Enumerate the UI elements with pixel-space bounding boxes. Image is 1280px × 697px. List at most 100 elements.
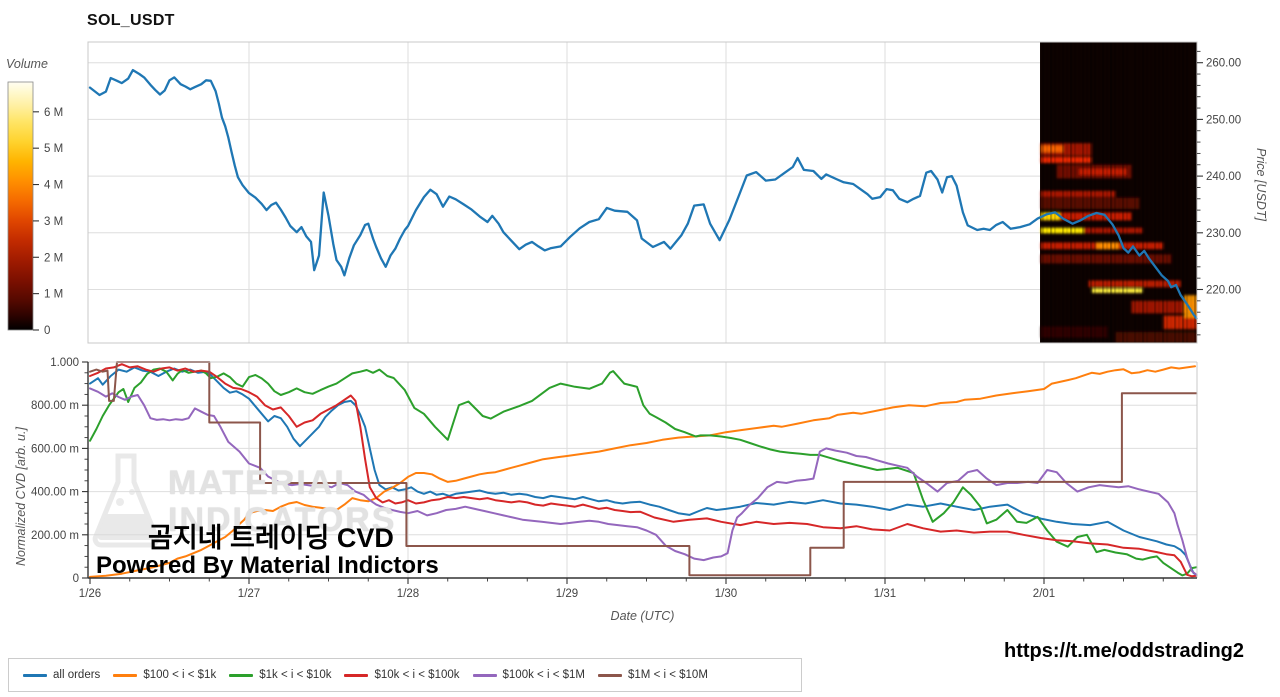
noise-stripe — [1070, 42, 1073, 343]
heatmap-band — [1040, 197, 1140, 209]
noise-stripe — [1146, 42, 1149, 343]
heatmap-band — [1059, 212, 1132, 221]
cvd-line--1m-i-10m — [89, 361, 1198, 577]
heatmap-bands — [1040, 143, 1197, 343]
noise-stripe — [1066, 42, 1069, 343]
price-tick-label: 250.00 — [1206, 114, 1241, 126]
price-tick-label: 240.00 — [1206, 171, 1241, 183]
volume-colorbar: 0 1 M 2 M 3 M 4 M 5 M 6 M — [7, 81, 63, 337]
price-axis: 260.00 250.00 240.00 230.00 220.00 — [1197, 50, 1241, 336]
legend-item-1: all orders — [23, 669, 100, 681]
price-grid — [88, 42, 1197, 343]
price-chart: 260.00 250.00 240.00 230.00 220.00 — [87, 41, 1241, 344]
noise-stripe — [1114, 42, 1117, 343]
noise-stripe — [1158, 42, 1161, 343]
watermark-powered-text: Powered By Material Indictors — [96, 552, 439, 579]
legend-label: $100k < i < $1M — [502, 669, 585, 681]
legend-item-2: $100 < i < $1k — [113, 669, 216, 681]
noise-stripe — [1086, 42, 1089, 343]
heatmap-band — [1078, 168, 1127, 175]
cvd-chart: 0 200.00 m 400.00 m 600.00 m 800.00 m 1.000 1/… — [31, 357, 1198, 600]
noise-stripe — [1050, 42, 1053, 343]
heatmap-band — [1088, 280, 1181, 288]
watermark-logo-word-2: INDICATORS — [168, 501, 397, 539]
heatmap-band — [1083, 227, 1143, 234]
heatmap-band — [1040, 227, 1084, 234]
noise-stripe — [1110, 42, 1113, 343]
date-tick-label: 1/26 — [79, 588, 101, 600]
legend-swatch — [113, 673, 138, 677]
heatmap-band — [1040, 145, 1064, 153]
date-tick-label: 1/31 — [874, 588, 896, 600]
price-line — [88, 68, 1198, 320]
noise-stripe — [1194, 42, 1197, 343]
date-axis: 1/26 1/27 1/28 1/29 1/30 1/31 2/01 — [79, 578, 1164, 600]
cvd-y-axis: 0 200.00 m 400.00 m 600.00 m 800.00 m 1.000 — [31, 357, 88, 585]
legend-swatch — [229, 673, 254, 677]
noise-stripe — [1190, 42, 1193, 343]
cvd-tick-label: 600.00 m — [31, 443, 79, 455]
noise-stripe — [1058, 42, 1060, 343]
cvd-grid — [88, 362, 1197, 578]
noise-stripe — [1122, 42, 1125, 343]
noise-stripe — [1186, 42, 1189, 343]
colorbar-tick-label: 5 M — [44, 143, 63, 155]
colorbar-tick-label: 0 — [44, 325, 50, 337]
legend-swatch — [23, 673, 47, 677]
date-tick-label: 1/29 — [556, 588, 578, 600]
price-frame — [87, 41, 1198, 344]
legend-swatch — [472, 673, 497, 677]
price-tick-label: 260.00 — [1206, 58, 1241, 70]
noise-stripe — [1182, 42, 1185, 343]
heatmap-band — [1040, 326, 1108, 338]
legend-label: $10k < i < $100k — [374, 669, 460, 681]
colorbar-bar — [7, 81, 34, 331]
heatmap-band — [1040, 212, 1060, 221]
material-indicators-flask-icon — [92, 453, 160, 548]
colorbar-tick-label: 6 M — [44, 107, 63, 119]
noise-stripe — [1178, 42, 1181, 343]
cvd-tick-label: 200.00 m — [31, 530, 79, 542]
colorbar-title: Volume — [6, 57, 48, 71]
heatmap-band — [1096, 242, 1119, 250]
noise-stripe — [1102, 42, 1105, 343]
legend-item-4: $10k < i < $100k — [344, 669, 460, 681]
cvd-line--10k-i-100k — [89, 363, 1198, 578]
noise-stripe — [1098, 42, 1101, 343]
date-tick-label: 2/01 — [1033, 588, 1055, 600]
noise-stripe — [1142, 42, 1145, 343]
legend-label: $1k < i < $10k — [259, 669, 332, 681]
price-tick-label: 230.00 — [1206, 228, 1241, 240]
legend-label: all orders — [53, 669, 101, 681]
noise-stripe — [1078, 42, 1080, 343]
cvd-tick-label: 1.000 — [50, 357, 79, 369]
cvd-tick-label: 400.00 m — [31, 487, 79, 499]
legend-item-5: $100k < i < $1M — [472, 669, 585, 681]
heatmap-band — [1163, 315, 1197, 330]
legend-item-6: $1M < i < $10M — [598, 669, 708, 681]
date-tick-label: 1/28 — [397, 588, 419, 600]
noise-stripe — [1082, 42, 1085, 343]
cvd-line--100k-i-1m — [89, 387, 1198, 576]
telegram-url: https://t.me/oddstrading2 — [1004, 640, 1244, 662]
legend-label: $100 < i < $1k — [143, 669, 217, 681]
legend-swatch — [344, 673, 369, 677]
colorbar-tick-label: 1 M — [44, 289, 63, 301]
cvd-tick-label: 800.00 m — [31, 400, 79, 412]
watermark-logo-word-1: MATERIAL — [168, 464, 358, 502]
noise-stripe — [1074, 42, 1077, 343]
heatmap-band — [1040, 156, 1092, 164]
noise-stripe — [1042, 42, 1045, 343]
legend-item-3: $1k < i < $10k — [229, 669, 331, 681]
heatmap-band — [1091, 288, 1143, 293]
cvd-line-all-orders — [89, 366, 1198, 576]
legend-label: $1M < i < $10M — [628, 669, 708, 681]
heatmap-band — [1040, 190, 1116, 198]
noise-stripe — [1118, 42, 1121, 343]
legend-swatch — [598, 673, 622, 677]
noise-stripe — [1046, 42, 1049, 343]
cvd-line--100-i-1k — [89, 365, 1196, 578]
noise-stripe — [1134, 42, 1137, 343]
legend-box: all orders $100 < i < $1k $1k < i < $10k $1… — [8, 658, 802, 692]
